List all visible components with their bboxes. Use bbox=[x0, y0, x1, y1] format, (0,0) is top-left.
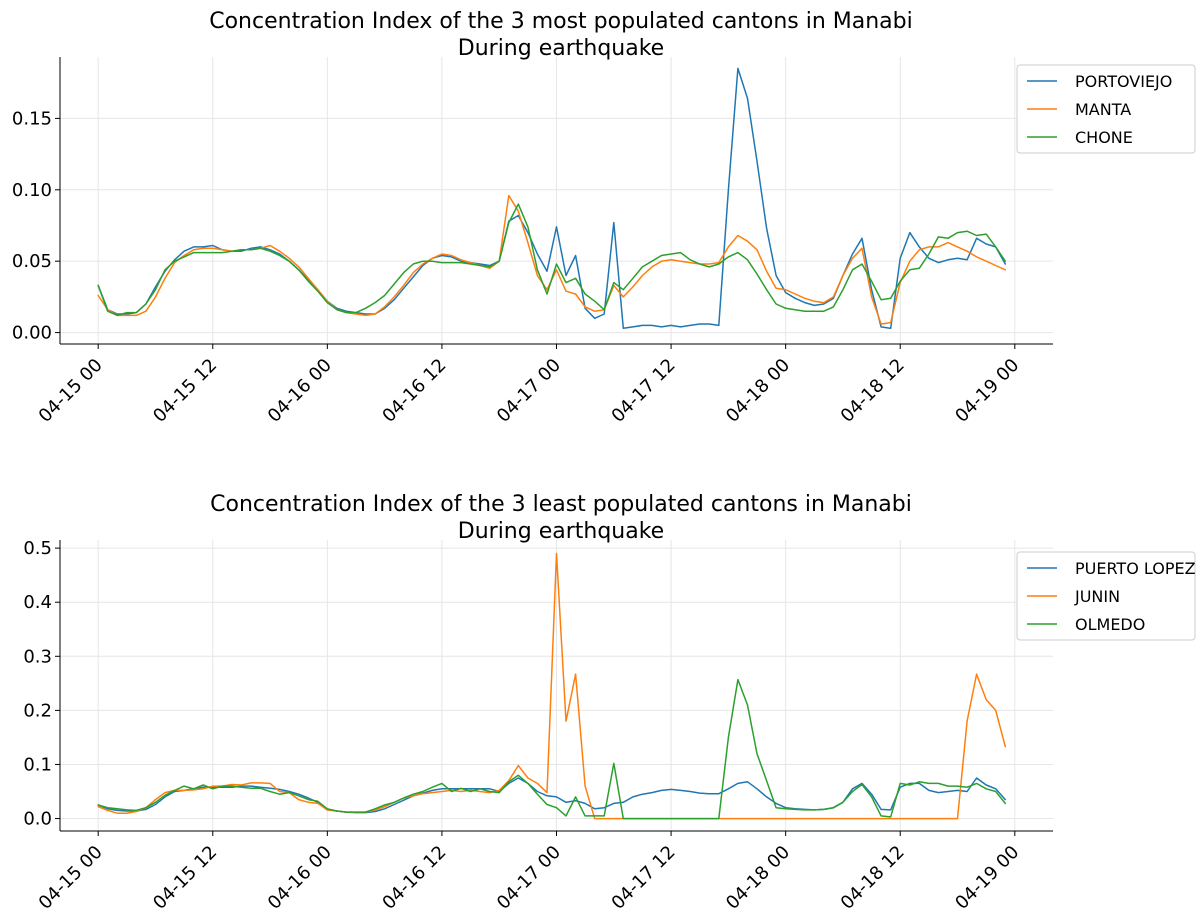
legend: PUERTO LOPEZ JUNIN OLMEDO bbox=[1016, 551, 1196, 641]
series-lines bbox=[97, 552, 1007, 820]
chart-subtitle: During earthquake bbox=[458, 36, 664, 61]
x-tick-label: 04-17 12 bbox=[608, 842, 680, 914]
y-tick-label: 0.0 bbox=[23, 809, 52, 830]
x-tick-label: 04-15 12 bbox=[149, 355, 221, 427]
x-tick-label: 04-19 00 bbox=[951, 842, 1023, 914]
legend-label: PUERTO LOPEZ bbox=[1075, 559, 1196, 578]
series-line-portoviejo bbox=[97, 67, 1007, 330]
legend-label: PORTOVIEJO bbox=[1075, 72, 1172, 91]
chart-top: Concentration Index of the 3 most popula… bbox=[12, 9, 1196, 427]
series-line-junin bbox=[97, 552, 1007, 820]
series-line-manta bbox=[97, 194, 1007, 325]
x-tick-label: 04-18 12 bbox=[837, 842, 909, 914]
y-tick-label: 0.15 bbox=[12, 108, 52, 129]
series-line-puerto-lopez bbox=[97, 777, 1007, 814]
x-tick-label: 04-15 12 bbox=[149, 842, 221, 914]
grid bbox=[60, 540, 1053, 831]
legend-box bbox=[1016, 551, 1196, 641]
x-tick-label: 04-18 00 bbox=[722, 355, 794, 427]
series-lines bbox=[97, 67, 1007, 330]
x-tick-label: 04-16 00 bbox=[264, 842, 336, 914]
legend-label: MANTA bbox=[1075, 100, 1131, 119]
y-tick-label: 0.10 bbox=[12, 180, 52, 201]
legend-box bbox=[1016, 64, 1196, 154]
x-tick-label: 04-17 12 bbox=[608, 355, 680, 427]
legend: PORTOVIEJO MANTA CHONE bbox=[1016, 64, 1196, 154]
x-tick-label: 04-17 00 bbox=[493, 355, 565, 427]
chart-bottom: Concentration Index of the 3 least popul… bbox=[23, 492, 1195, 914]
y-tick-label: 0.3 bbox=[23, 646, 52, 667]
y-tick-label: 0.05 bbox=[12, 251, 52, 272]
x-tick-label: 04-18 12 bbox=[837, 355, 909, 427]
legend-label: JUNIN bbox=[1074, 587, 1120, 606]
x-tick-label: 04-19 00 bbox=[951, 355, 1023, 427]
y-tick-label: 0.1 bbox=[23, 754, 52, 775]
y-tick-label: 0.4 bbox=[23, 592, 52, 613]
x-tick-label: 04-17 00 bbox=[493, 842, 565, 914]
axes: 0.0 0.1 0.2 0.3 0.4 0.5 04-15 00 04-15 12 04-16 … bbox=[23, 538, 1053, 914]
grid bbox=[60, 57, 1053, 344]
x-tick-label: 04-15 00 bbox=[35, 355, 107, 427]
chart-subtitle: During earthquake bbox=[458, 519, 664, 544]
legend-label: CHONE bbox=[1075, 128, 1133, 147]
series-line-olmedo bbox=[97, 678, 1007, 820]
x-tick-label: 04-15 00 bbox=[35, 842, 107, 914]
x-tick-label: 04-16 12 bbox=[378, 355, 450, 427]
x-tick-label: 04-18 00 bbox=[722, 842, 794, 914]
y-tick-label: 0.00 bbox=[12, 323, 52, 344]
y-tick-label: 0.2 bbox=[23, 700, 52, 721]
x-tick-label: 04-16 00 bbox=[264, 355, 336, 427]
chart-title: Concentration Index of the 3 least popul… bbox=[210, 492, 912, 517]
y-tick-label: 0.5 bbox=[23, 538, 52, 559]
x-tick-label: 04-16 12 bbox=[378, 842, 450, 914]
series-line-chone bbox=[97, 203, 1007, 317]
legend-label: OLMEDO bbox=[1075, 615, 1145, 634]
chart-title: Concentration Index of the 3 most popula… bbox=[209, 9, 913, 34]
